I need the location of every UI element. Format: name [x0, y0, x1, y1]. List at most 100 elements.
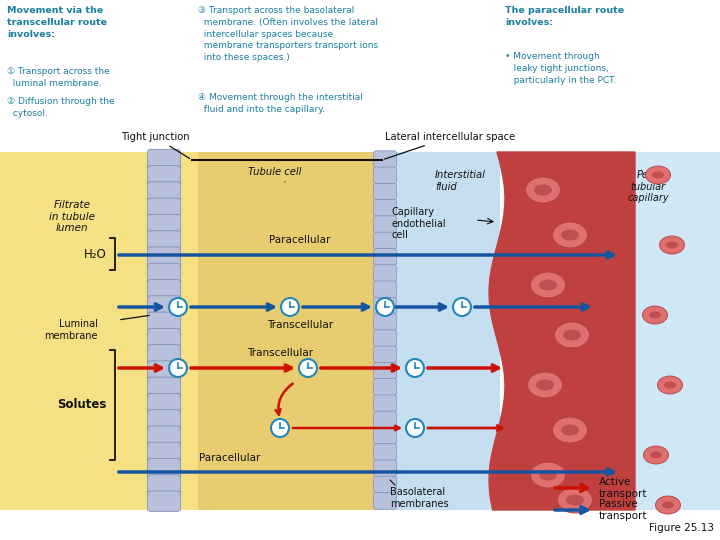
FancyBboxPatch shape [148, 361, 181, 381]
Ellipse shape [526, 177, 560, 203]
Bar [198, 152, 380, 510]
Ellipse shape [652, 172, 664, 179]
Ellipse shape [650, 451, 662, 458]
FancyBboxPatch shape [374, 460, 397, 477]
Circle shape [169, 298, 187, 316]
FancyBboxPatch shape [374, 232, 397, 249]
FancyBboxPatch shape [148, 150, 181, 170]
Bar [380, 152, 500, 510]
Circle shape [406, 359, 424, 377]
Text: Peri-
tubular
capillary: Peri- tubular capillary [627, 170, 669, 203]
Bar [635, 152, 720, 510]
Ellipse shape [557, 487, 593, 513]
FancyBboxPatch shape [148, 377, 181, 397]
Text: H₂O: H₂O [84, 247, 107, 260]
Text: ① Transport across the
  luminal membrane.: ① Transport across the luminal membrane. [7, 67, 109, 88]
Text: Luminal
membrane: Luminal membrane [45, 319, 98, 341]
FancyBboxPatch shape [148, 312, 181, 333]
FancyBboxPatch shape [374, 167, 397, 184]
Ellipse shape [552, 417, 588, 443]
Ellipse shape [539, 280, 557, 291]
FancyBboxPatch shape [374, 330, 397, 347]
Ellipse shape [644, 446, 668, 464]
Text: Interstitial
fluid: Interstitial fluid [435, 170, 486, 192]
FancyBboxPatch shape [148, 280, 181, 300]
Bar [150, 152, 198, 510]
Ellipse shape [536, 380, 554, 390]
FancyBboxPatch shape [374, 379, 397, 395]
FancyBboxPatch shape [374, 314, 397, 330]
FancyBboxPatch shape [374, 411, 397, 428]
Ellipse shape [655, 496, 680, 514]
Text: Paracellular: Paracellular [199, 453, 261, 463]
Text: Passive
transport: Passive transport [599, 499, 647, 521]
FancyBboxPatch shape [148, 263, 181, 284]
Text: Solutes: Solutes [58, 399, 107, 411]
FancyBboxPatch shape [148, 475, 181, 495]
Ellipse shape [531, 462, 565, 488]
FancyBboxPatch shape [148, 166, 181, 186]
Ellipse shape [528, 372, 562, 398]
Text: Tubule cell: Tubule cell [248, 167, 302, 182]
FancyBboxPatch shape [374, 216, 397, 233]
FancyBboxPatch shape [374, 428, 397, 444]
FancyBboxPatch shape [148, 458, 181, 479]
Ellipse shape [662, 502, 674, 509]
FancyBboxPatch shape [374, 476, 397, 493]
FancyBboxPatch shape [148, 182, 181, 202]
Circle shape [376, 298, 394, 316]
Text: Transcellular: Transcellular [247, 348, 313, 358]
Ellipse shape [642, 306, 667, 324]
Text: Tight junction: Tight junction [121, 132, 189, 159]
FancyBboxPatch shape [148, 410, 181, 430]
Text: Active
transport: Active transport [599, 477, 647, 499]
Ellipse shape [660, 236, 685, 254]
Ellipse shape [534, 185, 552, 195]
Ellipse shape [539, 469, 557, 481]
FancyBboxPatch shape [374, 346, 397, 363]
FancyBboxPatch shape [148, 426, 181, 446]
FancyBboxPatch shape [374, 281, 397, 298]
Text: Movement via the
transcellular route
involves:: Movement via the transcellular route inv… [7, 6, 107, 39]
FancyBboxPatch shape [148, 442, 181, 463]
Ellipse shape [664, 381, 676, 388]
FancyBboxPatch shape [148, 214, 181, 235]
Ellipse shape [657, 376, 683, 394]
FancyBboxPatch shape [374, 184, 397, 200]
Text: Capillary
endothelial
cell: Capillary endothelial cell [392, 207, 446, 240]
FancyBboxPatch shape [374, 444, 397, 461]
FancyBboxPatch shape [148, 394, 181, 414]
Ellipse shape [566, 495, 584, 505]
FancyBboxPatch shape [148, 345, 181, 365]
Ellipse shape [561, 230, 579, 240]
Text: Transcellular: Transcellular [267, 320, 333, 330]
Circle shape [299, 359, 317, 377]
FancyBboxPatch shape [148, 328, 181, 349]
Ellipse shape [646, 166, 670, 184]
Text: Paracellular: Paracellular [269, 235, 330, 245]
Circle shape [169, 359, 187, 377]
Text: Basolateral
membranes: Basolateral membranes [390, 487, 449, 509]
FancyBboxPatch shape [148, 247, 181, 267]
Ellipse shape [563, 329, 581, 341]
FancyBboxPatch shape [374, 395, 397, 411]
Text: Lateral intercellular space: Lateral intercellular space [384, 132, 515, 159]
Text: ② Diffusion through the
  cytosol.: ② Diffusion through the cytosol. [7, 97, 114, 118]
FancyBboxPatch shape [374, 151, 397, 167]
FancyBboxPatch shape [148, 198, 181, 219]
FancyBboxPatch shape [374, 248, 397, 265]
Ellipse shape [649, 312, 661, 319]
Circle shape [406, 419, 424, 437]
Ellipse shape [554, 322, 590, 348]
Circle shape [453, 298, 471, 316]
FancyBboxPatch shape [374, 297, 397, 314]
FancyBboxPatch shape [148, 296, 181, 316]
Circle shape [281, 298, 299, 316]
Text: • Movement through
   leaky tight junctions,
   particularly in the PCT.: • Movement through leaky tight junctions… [505, 52, 616, 85]
Bar [0, 152, 150, 510]
FancyBboxPatch shape [148, 491, 181, 511]
Ellipse shape [561, 424, 579, 435]
Text: Figure 25.13: Figure 25.13 [649, 523, 714, 533]
Text: Filtrate
in tubule
lumen: Filtrate in tubule lumen [49, 200, 95, 233]
Polygon shape [489, 152, 635, 510]
